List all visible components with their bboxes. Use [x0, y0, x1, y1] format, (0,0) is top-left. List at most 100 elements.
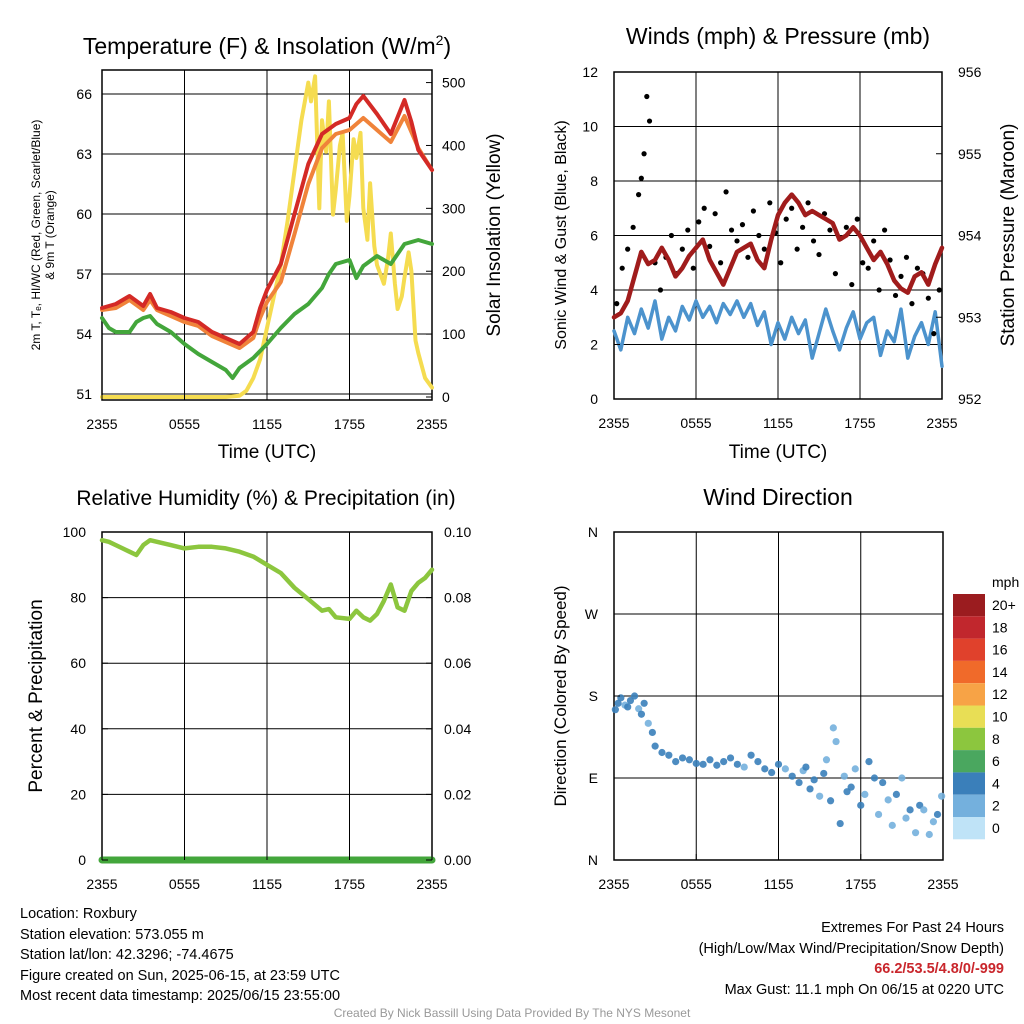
y-tick-label-left: 12 — [582, 64, 598, 80]
y-tick-label-left: 66 — [76, 86, 92, 102]
y-tick-label-right: 200 — [442, 263, 466, 279]
y-tick-label-right: 300 — [442, 200, 466, 216]
direction-point — [640, 699, 648, 707]
direction-point — [870, 774, 879, 782]
x-tick-label: 2355 — [598, 415, 629, 431]
direction-point — [713, 761, 721, 769]
gust-point — [778, 260, 784, 266]
direction-point — [699, 760, 707, 768]
gust-point — [718, 260, 724, 266]
y-tick-label-right: 0.10 — [444, 524, 471, 540]
legend-label: 2 — [992, 798, 1000, 814]
direction-point — [614, 699, 622, 707]
x-tick-label: 1755 — [334, 416, 365, 432]
legend-label: 4 — [992, 775, 1000, 791]
direction-point — [788, 772, 796, 780]
rh-grid — [102, 532, 432, 860]
temp-xlabel: Time (UTC) — [218, 442, 317, 463]
winds-ylabel-right: Station Pressure (Maroon) — [998, 124, 1019, 347]
direction-point — [816, 792, 824, 800]
gust-point — [805, 200, 811, 206]
y-tick-label-left: N — [588, 524, 598, 540]
direction-point — [906, 806, 914, 814]
winds-panel: Winds (mph) & Pressure (mb) 2355 0555 1155… — [553, 23, 1019, 463]
legend-label: 14 — [992, 664, 1008, 680]
gust-point — [750, 208, 757, 214]
x-tick-label: 1155 — [763, 876, 793, 892]
direction-point — [685, 756, 693, 764]
series-station-pressure — [611, 192, 945, 320]
legend-swatch — [953, 683, 985, 706]
gust-point — [925, 295, 931, 301]
rh-ticks: 2355 0555 1155 1755 23550204060801000.000.02… — [63, 524, 472, 892]
direction-point — [879, 778, 887, 787]
direction-point — [929, 818, 938, 826]
direction-point — [795, 778, 803, 787]
gust-point — [745, 254, 751, 260]
y-tick-label-right: 0.08 — [444, 590, 471, 606]
gust-point — [668, 232, 675, 239]
location-text: Location: Roxbury — [20, 906, 137, 922]
gust-point — [800, 224, 806, 230]
y-tick-label-left: 51 — [76, 386, 92, 402]
direction-point — [692, 759, 700, 768]
gust-point — [865, 265, 871, 271]
direction-point — [678, 754, 687, 762]
gust-point — [641, 151, 647, 157]
winds-ylabel-left: Sonic Wind & Gust (Blue, Black) — [553, 120, 570, 349]
y-tick-label-right: 956 — [958, 64, 982, 80]
y-tick-label-left: 6 — [590, 228, 598, 244]
direction-series — [611, 692, 946, 839]
direction-point — [865, 758, 873, 766]
direction-point — [720, 758, 728, 766]
max-gust-text: Max Gust: 11.1 mph On 06/15 at 0220 UTC — [724, 981, 1004, 998]
gust-point — [707, 243, 713, 249]
winds-title: Winds (mph) & Pressure (mb) — [626, 23, 930, 49]
legend-label: 20+ — [992, 597, 1016, 613]
direction-point — [832, 737, 840, 746]
legend-label: 12 — [992, 686, 1008, 702]
y-tick-label-left: 8 — [590, 173, 598, 189]
y-tick-label-right: 0 — [442, 389, 450, 405]
direction-point — [726, 754, 735, 762]
temp-ticks: 2355 0555 1155 1755 2355 51 54 57 60 63 66 0 100 200 3… — [76, 75, 465, 432]
direction-point — [911, 829, 920, 837]
y-tick-label-left: 60 — [76, 206, 92, 222]
direction-point — [637, 710, 646, 718]
extremes-title: Extremes For Past 24 Hours — [821, 920, 1004, 936]
legend-label: 16 — [992, 642, 1008, 658]
y-tick-label-right: 500 — [442, 75, 466, 91]
series-9m-t — [100, 114, 434, 350]
direction-point — [892, 790, 900, 799]
gust-point — [701, 205, 707, 211]
y-tick-label-left: 4 — [590, 282, 598, 298]
y-tick-label-right: 955 — [958, 146, 982, 162]
direction-point — [888, 821, 896, 829]
series-relative-humidity — [99, 537, 435, 623]
temp-ylabel-left-1: 2m T, Tₑ, HI/WC (Red, Green, Scarlet/Blu… — [29, 120, 43, 351]
y-tick-label-right: 953 — [958, 309, 982, 325]
direction-point — [747, 751, 755, 759]
direction-point — [857, 801, 865, 809]
gust-point — [761, 246, 767, 252]
x-tick-label: 1155 — [252, 876, 282, 892]
gust-point — [892, 292, 899, 299]
direction-point — [829, 724, 837, 732]
y-tick-label-left: S — [589, 688, 598, 704]
direction-point — [658, 748, 666, 757]
direction-point — [902, 814, 910, 822]
legend-swatch — [953, 616, 985, 639]
legend-swatch — [953, 772, 985, 795]
direction-point — [851, 765, 859, 773]
direction-point — [802, 763, 810, 771]
y-tick-label-left: 57 — [76, 266, 92, 282]
direction-point — [624, 703, 632, 711]
x-tick-label: 2355 — [926, 415, 957, 431]
direction-point — [840, 772, 848, 780]
legend-swatch — [953, 660, 985, 684]
legend-label: 8 — [992, 731, 1000, 747]
y-tick-label-left: 80 — [70, 590, 86, 606]
direction-panel: Wind Direction 2355 0555 1155 1755 2355NESWN… — [551, 484, 1019, 892]
x-tick-label: 1755 — [334, 876, 365, 892]
